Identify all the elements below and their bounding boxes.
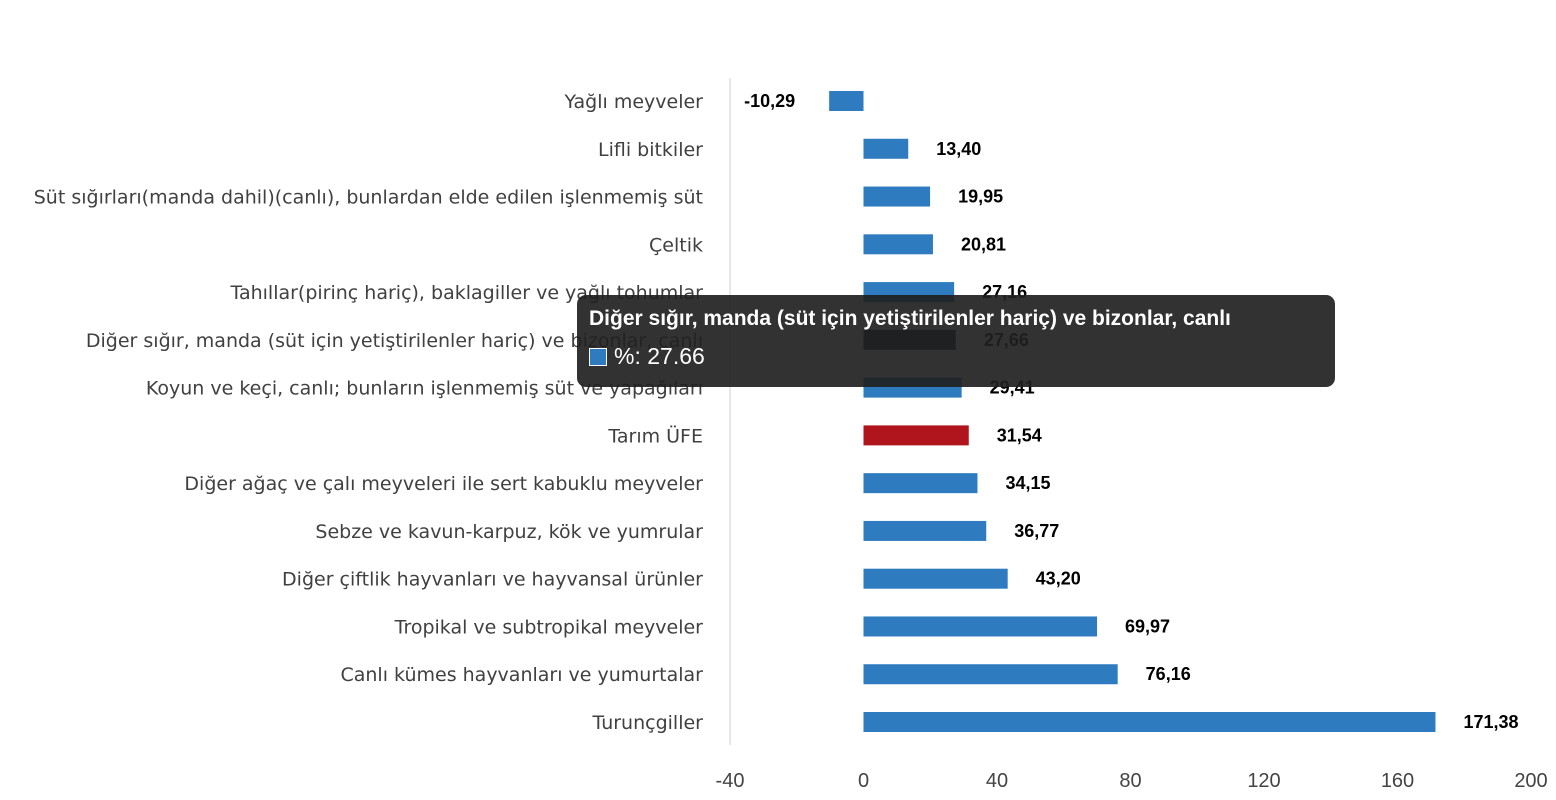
x-tick-label: 80 <box>1119 770 1141 792</box>
category-label: Süt sığırları(manda dahil)(canlı), bunla… <box>34 187 703 209</box>
bar[interactable] <box>829 91 864 111</box>
data-label: 31,54 <box>997 425 1042 445</box>
tooltip-value: %: 27.66 <box>614 343 705 369</box>
data-label: -10,29 <box>744 91 795 111</box>
data-labels: -10,2913,4019,9520,8127,1627,6629,4131,5… <box>744 91 1518 732</box>
bar[interactable] <box>863 234 933 255</box>
bar[interactable] <box>863 473 978 494</box>
category-label: Canlı kümes hayvanları ve yumurtalar <box>340 664 703 686</box>
bar[interactable] <box>863 664 1118 685</box>
data-label: 36,77 <box>1014 521 1059 541</box>
tooltip-swatch <box>589 347 607 366</box>
value-axis: -40 0 40 80 120 160 200 <box>716 78 1548 792</box>
tooltip-title: Diğer sığır, manda (süt için yetiştirile… <box>589 307 1231 330</box>
bar[interactable] <box>863 616 1098 637</box>
x-tick-label: 0 <box>858 770 869 792</box>
data-label: 43,20 <box>1036 569 1081 589</box>
category-label: Çeltik <box>649 234 703 256</box>
bar[interactable] <box>863 568 1008 589</box>
category-label: Sebze ve kavun-karpuz, kök ve yumrular <box>315 521 703 543</box>
category-labels: Yağlı meyveler Lifli bitkiler Süt sığırlar… <box>34 91 703 734</box>
tooltip: Diğer sığır, manda (süt için yetiştirile… <box>577 295 1335 387</box>
category-label: Tarım ÜFE <box>607 424 703 447</box>
x-tick-label: 160 <box>1381 770 1414 792</box>
tooltip-row: %: 27.66 <box>589 343 1323 370</box>
data-label: 171,38 <box>1463 712 1518 732</box>
x-tick-label: 40 <box>986 770 1008 792</box>
data-label: 34,15 <box>1005 473 1050 493</box>
bar[interactable] <box>863 520 987 541</box>
bar[interactable] <box>863 186 931 207</box>
category-label: Diğer ağaç ve çalı meyveleri ile sert ka… <box>184 473 703 495</box>
data-label: 76,16 <box>1146 664 1191 684</box>
data-label: 19,95 <box>958 187 1003 207</box>
bar-highlight[interactable] <box>863 425 969 446</box>
category-label: Turunçgiller <box>591 712 703 734</box>
bar[interactable] <box>863 138 909 159</box>
category-label: Koyun ve keçi, canlı; bunların işlenmemi… <box>146 378 703 400</box>
x-tick-label: 120 <box>1247 770 1280 792</box>
category-label: Tropikal ve subtropikal meyveler <box>394 616 704 638</box>
category-label: Lifli bitkiler <box>598 139 703 161</box>
category-label: Yağlı meyveler <box>564 91 704 113</box>
bar[interactable] <box>863 712 1436 733</box>
data-label: 13,40 <box>936 139 981 159</box>
category-label: Diğer çiftlik hayvanları ve hayvansal ür… <box>282 569 703 591</box>
data-label: 20,81 <box>961 234 1006 254</box>
category-label: Diğer sığır, manda (süt için yetiştirile… <box>86 330 703 352</box>
data-label: 69,97 <box>1125 616 1170 636</box>
x-tick-label: -40 <box>716 770 745 792</box>
x-tick-label: 200 <box>1514 770 1547 792</box>
